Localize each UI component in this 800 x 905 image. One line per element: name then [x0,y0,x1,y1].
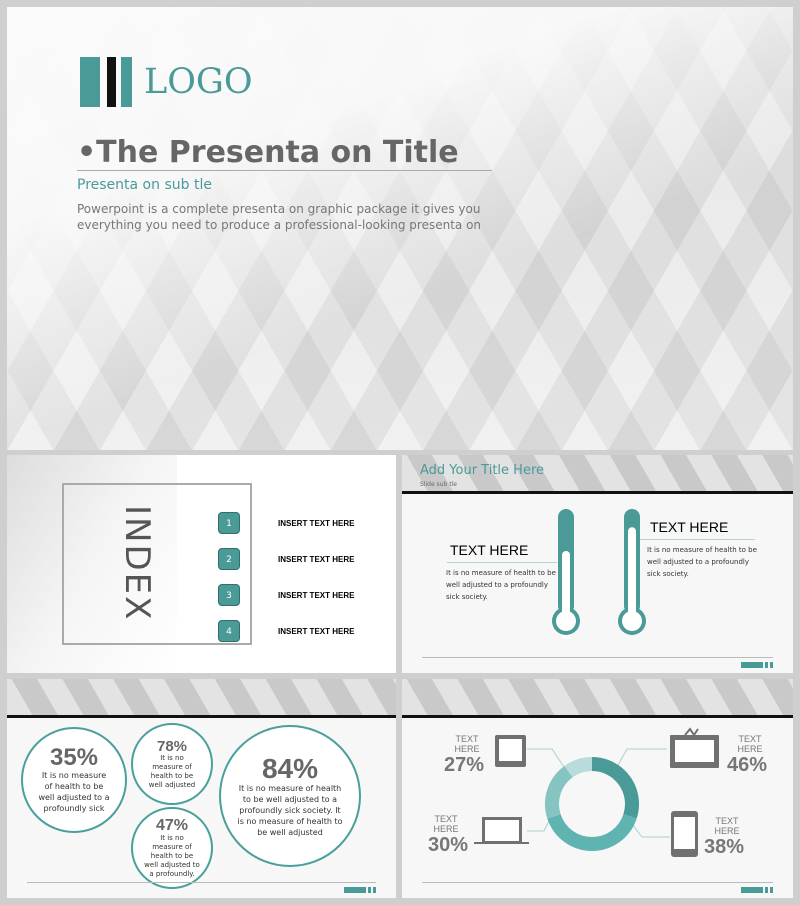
bubble-47: 47% It is no measure of health to be wel… [131,807,213,889]
stat-label: TEXT HERE [454,734,480,754]
item-label: INSERT TEXT HERE [278,519,355,528]
index-item[interactable]: 4 INSERT TEXT HERE [218,612,354,648]
bubble-text: It is no measure of health to be well ad… [148,753,196,789]
right-connector [640,539,755,540]
bubble-percent: 78% [156,737,188,755]
index-list: 1 INSERT TEXT HERE 2 INSERT TEXT HERE 3 INS… [218,504,354,648]
stat-label: TEXT HERE [714,816,740,836]
donut-segment [591,757,639,819]
title-underline [77,170,492,171]
donut-chart [474,727,719,857]
stat-phone: TEXT HERE 38% [704,816,749,859]
stat-label: TEXT HERE [433,814,459,834]
footer-rule [422,882,773,883]
item-number: 4 [218,620,240,642]
body-line-2: everything you need to produce a profess… [77,218,482,232]
slide-title: Add Your Title Here [420,463,545,478]
index-frame [62,483,252,645]
stat-tv: TEXT HERE 46% [727,734,772,777]
bubbles-slide[interactable]: 35% It is no measure of health to be wel… [7,679,396,898]
footer-mark [344,887,376,893]
bubble-text: It is no measure of health to be well ad… [144,833,200,878]
footer-mark [741,887,773,893]
bubble-text: It is no measure of health to be well ad… [38,771,110,813]
header-band [402,679,793,715]
item-number: 2 [218,548,240,570]
bubble-78: 78% It is no measure of health to be wel… [131,723,213,805]
device-icons [474,727,719,857]
presentation-title: •The Presenta on Title [77,135,459,170]
index-heading: INDEX [117,505,157,622]
title-slide[interactable]: LOGO •The Presenta on Title Presenta on … [7,7,793,450]
item-label: INSERT TEXT HERE [278,591,355,600]
left-heading: TEXT HERE [450,542,529,558]
left-connector [447,562,557,563]
left-body: It is no measure of health to be well ad… [446,569,556,601]
donut-segment [564,757,593,778]
index-slide[interactable]: INDEX 1 INSERT TEXT HERE 2 INSERT TEXT HER… [7,455,396,673]
stat-percent: 38% [704,836,745,858]
header-rule [402,715,793,718]
bubble-percent: 35% [49,744,99,771]
donut-slide[interactable]: TEXT HERE 27% TEXT HERE 46% TEXT HERE 30… [402,679,793,898]
donut-segment [547,813,637,851]
bubble-text: It is no measure of health to be well ad… [237,783,343,837]
stat-tablet: TEXT HERE 27% [440,734,484,777]
footer-rule [422,657,773,658]
footer-rule [27,882,376,883]
background-fade [7,7,793,450]
slide-subtitle: Slide sub tle [420,481,457,488]
stat-laptop: TEXT HERE 30% [428,814,473,857]
bubble-percent: 84% [261,752,319,784]
connector [527,748,565,768]
presentation-subtitle: Presenta on sub tle [77,177,212,193]
right-body: It is no measure of health to be well ad… [647,546,757,578]
logo-text: LOGO [144,62,253,102]
stat-percent: 30% [428,834,469,856]
bubble-35: 35% It is no measure of health to be wel… [21,727,127,833]
stat-label: TEXT HERE [737,734,763,754]
index-item[interactable]: 1 INSERT TEXT HERE [218,504,354,540]
item-number: 1 [218,512,240,534]
header-band [7,679,396,715]
thermometer-left [550,509,582,646]
connector [631,823,670,838]
right-heading: TEXT HERE [650,519,729,535]
donut-segment [545,765,573,819]
logo-mark [80,57,132,107]
stat-percent: 46% [727,754,768,776]
bubble-percent: 47% [155,816,189,834]
thermometer-right [616,509,648,643]
bubble-84: 84% It is no measure of health to be wel… [219,725,361,867]
header-rule [7,715,396,718]
footer-mark [741,662,773,668]
paper-shapes [7,455,177,673]
item-label: INSERT TEXT HERE [278,627,355,636]
item-label: INSERT TEXT HERE [278,555,355,564]
thermometer-slide[interactable]: Add Your Title Here Slide sub tle TEXT H… [402,455,793,673]
index-item[interactable]: 2 INSERT TEXT HERE [218,540,354,576]
stat-percent: 27% [443,754,484,776]
connector [616,748,667,768]
item-number: 3 [218,584,240,606]
header-rule [402,491,793,494]
index-item[interactable]: 3 INSERT TEXT HERE [218,576,354,612]
body-line-1: Powerpoint is a complete presenta on gra… [77,202,481,216]
header-band [402,455,793,491]
